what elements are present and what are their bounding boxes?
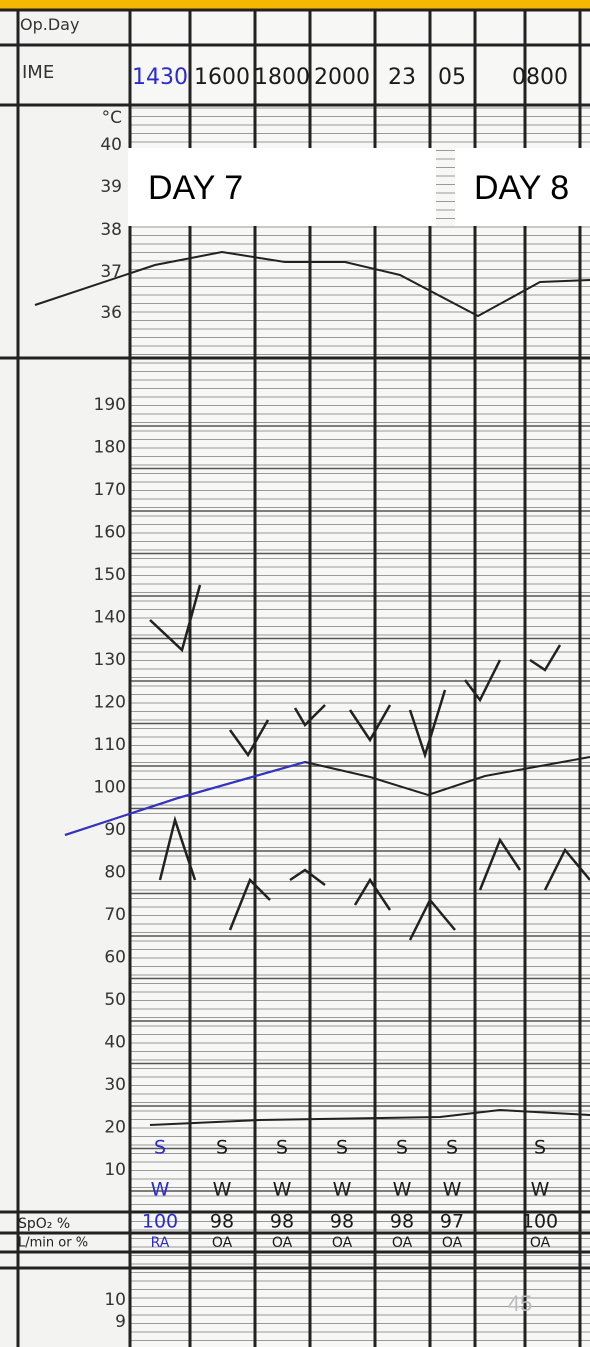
pulse-scale-label: 50 — [104, 990, 126, 1010]
pulse-scale-label: 190 — [94, 395, 126, 415]
pulse-scale-label: 80 — [104, 863, 126, 883]
oxygen-entry: OA — [530, 1235, 551, 1251]
time-entry: 1430 — [132, 65, 188, 90]
pulse-scale-label: 30 — [104, 1075, 126, 1095]
pulse-scale-label: 170 — [94, 480, 126, 500]
spo2-entry: 97 — [440, 1211, 464, 1233]
pulse-scale-label: 70 — [104, 905, 126, 925]
oxygen-entry: OA — [392, 1235, 413, 1251]
urine-entry: W — [273, 1179, 292, 1201]
stool-entry: S — [446, 1137, 458, 1159]
pulse-scale-label: 110 — [94, 735, 126, 755]
stool-entry: S — [534, 1137, 546, 1159]
time-entry: 2000 — [314, 65, 370, 90]
temperature-scale-label: 36 — [100, 303, 122, 323]
pulse-scale-label: 130 — [94, 650, 126, 670]
pulse-scale-label: 10 — [104, 1160, 126, 1180]
time-entry: 05 — [438, 65, 466, 90]
urine-entry: W — [531, 1179, 550, 1201]
temperature-scale-label: 37 — [100, 262, 122, 282]
temperature-scale-label: 38 — [100, 220, 122, 240]
time-label: IME — [22, 62, 54, 83]
day-7-label: DAY 7 — [148, 169, 243, 207]
urine-entry: W — [393, 1179, 412, 1201]
temperature-scale-label: 40 — [100, 135, 122, 155]
oxygen-entry: OA — [332, 1235, 353, 1251]
spo2-label: SpO₂ % — [18, 1216, 70, 1232]
temperature-unit: °C — [102, 108, 122, 128]
chart-photo: Op.Day IME °C DAY 7 DAY 8 SpO₂ % L/min o… — [0, 0, 590, 1347]
day-8-label: DAY 8 — [474, 169, 569, 207]
oxygen-entry: OA — [272, 1235, 293, 1251]
spo2-entry: 100 — [522, 1211, 558, 1233]
stool-entry: S — [154, 1137, 166, 1159]
temperature-scale-label: 39 — [100, 177, 122, 197]
oxygen-label: L/min or % — [18, 1236, 88, 1251]
spo2-entry: 98 — [270, 1211, 294, 1233]
op-day-label: Op.Day — [20, 15, 79, 34]
urine-entry: W — [151, 1179, 170, 1201]
time-entry: 23 — [388, 65, 416, 90]
oxygen-entry: OA — [442, 1235, 463, 1251]
urine-entry: W — [443, 1179, 462, 1201]
pulse-scale-label: 100 — [94, 778, 126, 798]
pulse-scale-label: 20 — [104, 1118, 126, 1138]
stool-entry: S — [396, 1137, 408, 1159]
slide-number: 45 — [508, 1291, 532, 1316]
urine-entry: W — [333, 1179, 352, 1201]
pulse-scale-label: 90 — [104, 820, 126, 840]
pulse-scale-label: 150 — [94, 565, 126, 585]
time-entry: 0800 — [512, 65, 568, 90]
spo2-entry: 98 — [390, 1211, 414, 1233]
spo2-entry: 98 — [330, 1211, 354, 1233]
pulse-scale-label: 120 — [94, 693, 126, 713]
pulse-scale-label: 160 — [94, 523, 126, 543]
lower-scale-label: 9 — [115, 1312, 126, 1332]
pulse-scale-label: 140 — [94, 608, 126, 628]
stool-entry: S — [276, 1137, 288, 1159]
lower-scale-label: 10 — [104, 1290, 126, 1310]
time-entry: 1600 — [194, 65, 250, 90]
spo2-entry: 100 — [142, 1211, 178, 1233]
stool-entry: S — [336, 1137, 348, 1159]
pulse-scale-label: 60 — [104, 948, 126, 968]
pulse-scale-label: 40 — [104, 1033, 126, 1053]
pulse-scale-label: 180 — [94, 438, 126, 458]
stool-entry: S — [216, 1137, 228, 1159]
time-entry: 1800 — [254, 65, 310, 90]
spo2-entry: 98 — [210, 1211, 234, 1233]
oxygen-entry: OA — [212, 1235, 233, 1251]
urine-entry: W — [213, 1179, 232, 1201]
oxygen-entry: RA — [151, 1235, 170, 1251]
